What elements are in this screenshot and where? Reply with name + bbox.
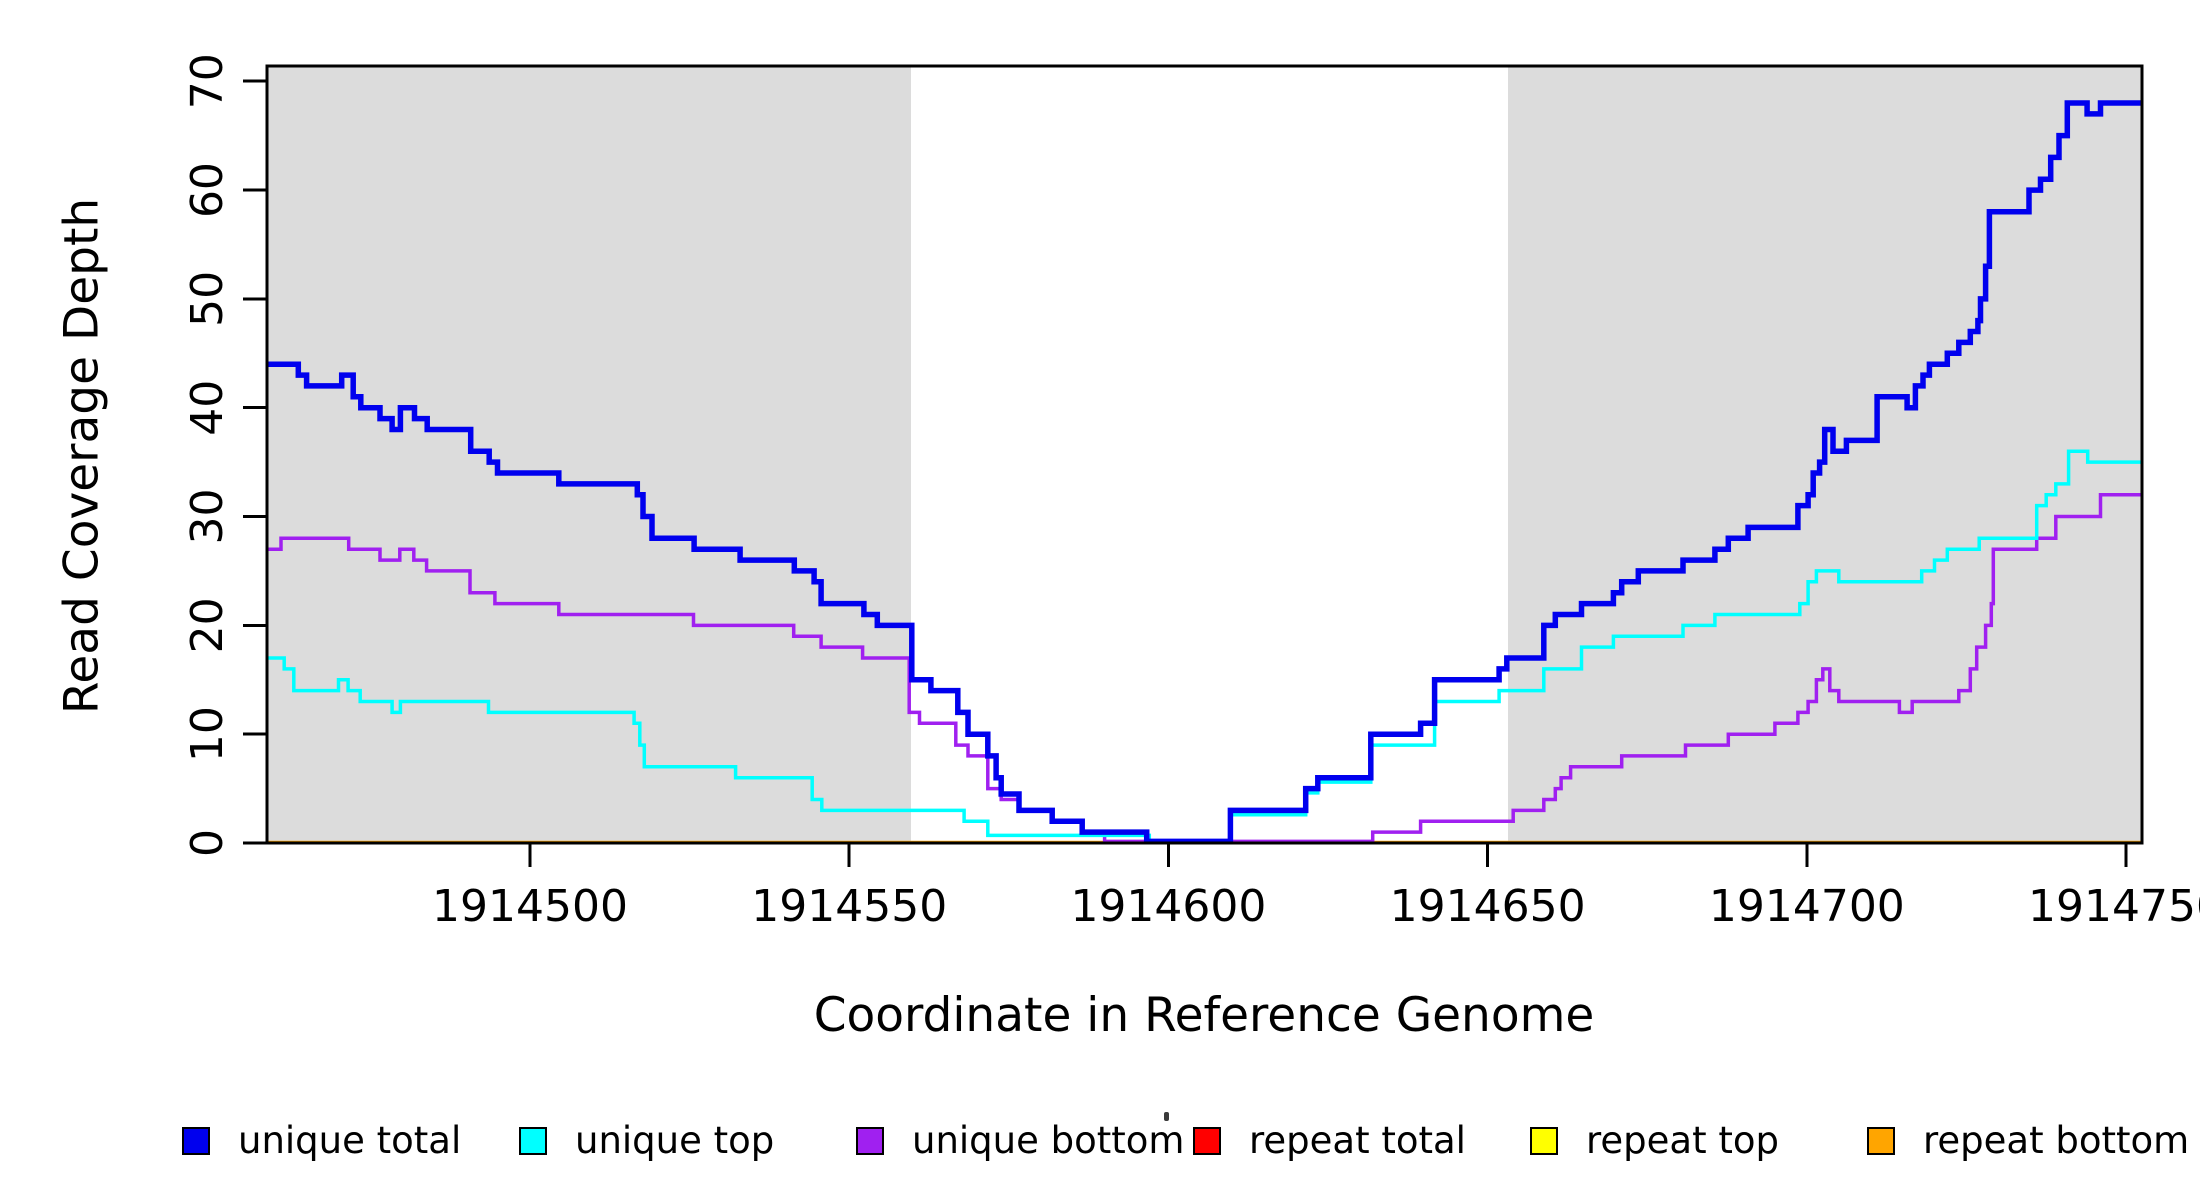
y-axis-title: Read Coverage Depth: [54, 197, 110, 715]
x-tick-label: 1914550: [751, 881, 947, 932]
y-tick-label: 10: [182, 706, 233, 762]
y-tick-label: 40: [182, 380, 233, 436]
y-tick-label: 20: [182, 597, 233, 653]
y-tick-label: 0: [182, 829, 233, 857]
y-tick-label: 50: [182, 271, 233, 327]
shaded-region: [267, 66, 912, 843]
x-tick-label: 1914500: [432, 881, 628, 932]
shaded-regions: [267, 66, 2142, 843]
stray-dot-artifact: [1164, 1112, 1169, 1121]
series-lines: [267, 100, 2142, 843]
x-axis-title: Coordinate in Reference Genome: [813, 988, 1595, 1043]
x-axis: 1914500 1914550 1914600 1914650 1914700 19147…: [432, 843, 2200, 932]
x-tick-label: 1914700: [1709, 881, 1905, 932]
series-unique-bottom: [267, 493, 2142, 843]
x-tick-label: 1914650: [1390, 881, 1586, 932]
y-tick-label: 70: [182, 53, 233, 109]
y-tick-label: 30: [182, 489, 233, 545]
x-tick-label: 1914600: [1070, 881, 1266, 932]
y-axis: 0 10 20 30 40 50 60 70: [182, 53, 267, 857]
plot-border: [265, 64, 2144, 845]
y-tick-label: 60: [182, 162, 233, 218]
series-unique-total: [267, 100, 2142, 843]
